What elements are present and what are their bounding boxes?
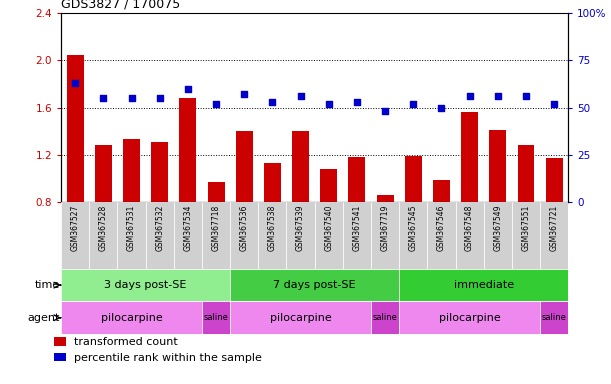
FancyBboxPatch shape [230, 202, 258, 269]
FancyBboxPatch shape [61, 269, 230, 301]
Text: GSM367719: GSM367719 [381, 205, 390, 252]
Text: saline: saline [203, 313, 229, 322]
FancyBboxPatch shape [399, 269, 568, 301]
FancyBboxPatch shape [343, 202, 371, 269]
Bar [489, 130, 507, 202]
Text: GSM367549: GSM367549 [493, 205, 502, 252]
Text: GSM367718: GSM367718 [211, 205, 221, 251]
Bar [348, 157, 365, 202]
Bar [518, 145, 535, 202]
FancyBboxPatch shape [540, 301, 568, 334]
FancyBboxPatch shape [117, 202, 145, 269]
Text: GSM367545: GSM367545 [409, 205, 418, 252]
Text: GSM367527: GSM367527 [71, 205, 79, 252]
Text: pilocarpine: pilocarpine [101, 313, 163, 323]
FancyBboxPatch shape [484, 202, 512, 269]
Point [521, 93, 531, 99]
Text: 7 days post-SE: 7 days post-SE [273, 280, 356, 290]
Point [408, 101, 418, 107]
Point [268, 99, 277, 105]
FancyBboxPatch shape [399, 301, 540, 334]
FancyBboxPatch shape [315, 202, 343, 269]
Text: GSM367548: GSM367548 [465, 205, 474, 252]
Point [183, 86, 193, 92]
Bar [152, 142, 168, 202]
FancyBboxPatch shape [202, 202, 230, 269]
Point [98, 95, 108, 101]
Bar [546, 158, 563, 202]
Text: GSM367541: GSM367541 [353, 205, 362, 252]
Bar [376, 195, 393, 202]
FancyBboxPatch shape [145, 202, 174, 269]
Text: GSM367534: GSM367534 [183, 205, 192, 252]
Point [465, 93, 475, 99]
Point [211, 101, 221, 107]
Point [352, 99, 362, 105]
Bar [67, 55, 84, 202]
FancyBboxPatch shape [258, 202, 287, 269]
Text: agent: agent [27, 313, 60, 323]
Bar [320, 169, 337, 202]
FancyBboxPatch shape [371, 301, 399, 334]
Text: GSM367536: GSM367536 [240, 205, 249, 252]
Text: GSM367551: GSM367551 [521, 205, 530, 252]
Point [296, 93, 306, 99]
Point [493, 93, 503, 99]
Text: GSM367540: GSM367540 [324, 205, 333, 252]
Point [126, 95, 136, 101]
Text: pilocarpine: pilocarpine [439, 313, 500, 323]
Text: GSM367539: GSM367539 [296, 205, 305, 252]
Point [549, 101, 559, 107]
Text: GSM367532: GSM367532 [155, 205, 164, 252]
FancyBboxPatch shape [399, 202, 427, 269]
Point [240, 91, 249, 98]
FancyBboxPatch shape [89, 202, 117, 269]
Bar [292, 131, 309, 202]
Point [324, 101, 334, 107]
FancyBboxPatch shape [202, 301, 230, 334]
Bar [433, 180, 450, 202]
FancyBboxPatch shape [230, 301, 371, 334]
Text: GSM367538: GSM367538 [268, 205, 277, 252]
Text: saline: saline [542, 313, 566, 322]
Point [70, 80, 80, 86]
FancyBboxPatch shape [427, 202, 456, 269]
Bar [405, 156, 422, 202]
Bar [208, 182, 224, 202]
Bar [264, 163, 281, 202]
Legend: transformed count, percentile rank within the sample: transformed count, percentile rank withi… [54, 337, 262, 363]
Point [436, 104, 446, 111]
FancyBboxPatch shape [174, 202, 202, 269]
FancyBboxPatch shape [456, 202, 484, 269]
Bar [461, 112, 478, 202]
Text: GSM367531: GSM367531 [127, 205, 136, 252]
FancyBboxPatch shape [61, 202, 89, 269]
FancyBboxPatch shape [540, 202, 568, 269]
Text: pilocarpine: pilocarpine [269, 313, 331, 323]
Text: GDS3827 / 170075: GDS3827 / 170075 [61, 0, 180, 11]
FancyBboxPatch shape [512, 202, 540, 269]
Bar [180, 98, 196, 202]
FancyBboxPatch shape [287, 202, 315, 269]
Point [380, 108, 390, 114]
Bar [95, 145, 112, 202]
FancyBboxPatch shape [230, 269, 399, 301]
Text: time: time [34, 280, 60, 290]
Bar [236, 131, 253, 202]
Text: GSM367528: GSM367528 [99, 205, 108, 251]
Text: GSM367721: GSM367721 [550, 205, 558, 251]
Point [155, 95, 164, 101]
FancyBboxPatch shape [371, 202, 399, 269]
Text: GSM367546: GSM367546 [437, 205, 446, 252]
Text: 3 days post-SE: 3 days post-SE [104, 280, 187, 290]
Text: immediate: immediate [453, 280, 514, 290]
Text: saline: saline [373, 313, 398, 322]
FancyBboxPatch shape [61, 301, 202, 334]
Bar [123, 139, 140, 202]
